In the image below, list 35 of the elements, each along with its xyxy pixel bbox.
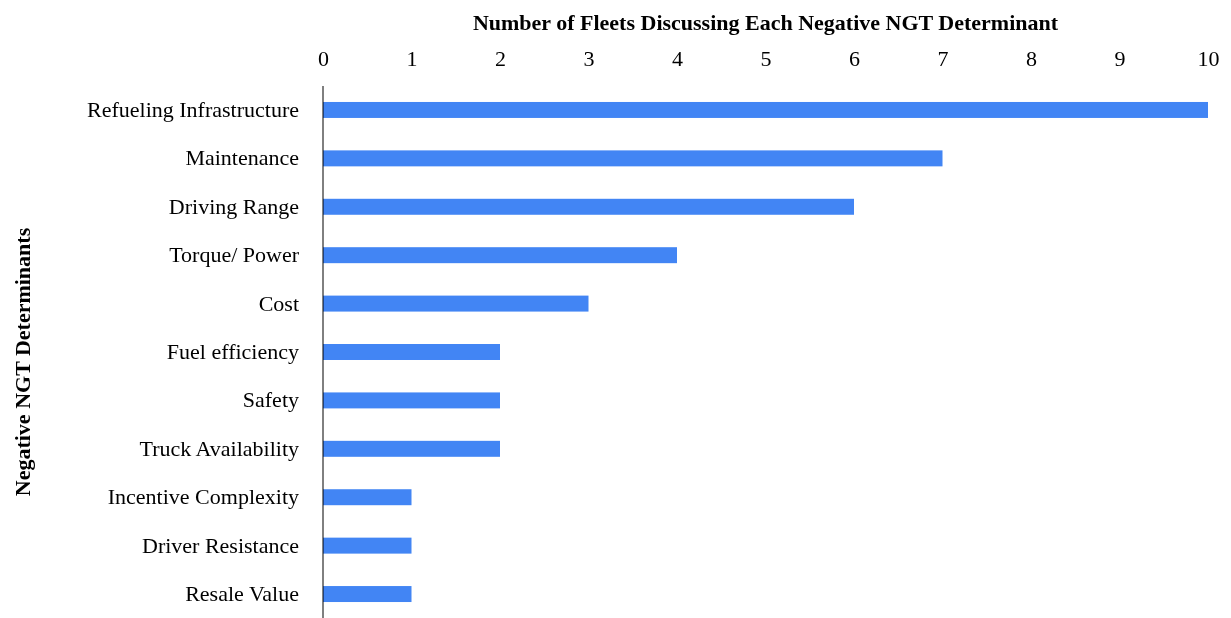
x-tick-label: 4: [672, 46, 683, 71]
x-tick-label: 5: [760, 46, 772, 71]
y-tick-label: Driver Resistance: [142, 532, 299, 558]
y-tick-label: Truck Availability: [139, 435, 299, 461]
bar: [323, 247, 677, 264]
bar: [323, 295, 589, 312]
y-tick-label: Safety: [242, 387, 299, 413]
y-tick-label: Driving Range: [168, 193, 299, 219]
y-tick-label: Fuel efficiency: [166, 339, 299, 365]
x-tick-label: 8: [1026, 46, 1037, 71]
x-tick-label: 2: [495, 46, 506, 71]
y-axis-title: Negative NGT Determinants: [10, 227, 35, 497]
y-tick-label: Cost: [258, 290, 299, 316]
bar: [323, 537, 412, 554]
chart-title: Number of Fleets Discussing Each Negative NGT Determinant: [472, 10, 1059, 35]
y-tick-label: Resale Value: [185, 581, 299, 607]
x-tick-label: 3: [583, 46, 595, 71]
y-tick-label: Incentive Complexity: [107, 484, 299, 510]
y-tick-label: Maintenance: [185, 145, 299, 171]
bar: [323, 392, 500, 409]
bar: [323, 198, 854, 215]
x-tick-label: 1: [406, 46, 418, 71]
bar: [323, 150, 943, 167]
bar: [323, 344, 500, 360]
x-tick-label: 0: [318, 46, 329, 71]
bar: [323, 440, 500, 457]
x-tick-label: 10: [1197, 46, 1220, 71]
x-tick-label: 9: [1114, 46, 1126, 71]
bar: [323, 489, 412, 506]
x-tick-label: 6: [849, 46, 860, 71]
y-tick-label: Refueling Infrastructure: [87, 97, 299, 122]
bar: [323, 586, 412, 603]
x-tick-label: 7: [937, 46, 949, 71]
bar: [323, 101, 1208, 118]
y-tick-label: Torque/ Power: [169, 242, 300, 268]
